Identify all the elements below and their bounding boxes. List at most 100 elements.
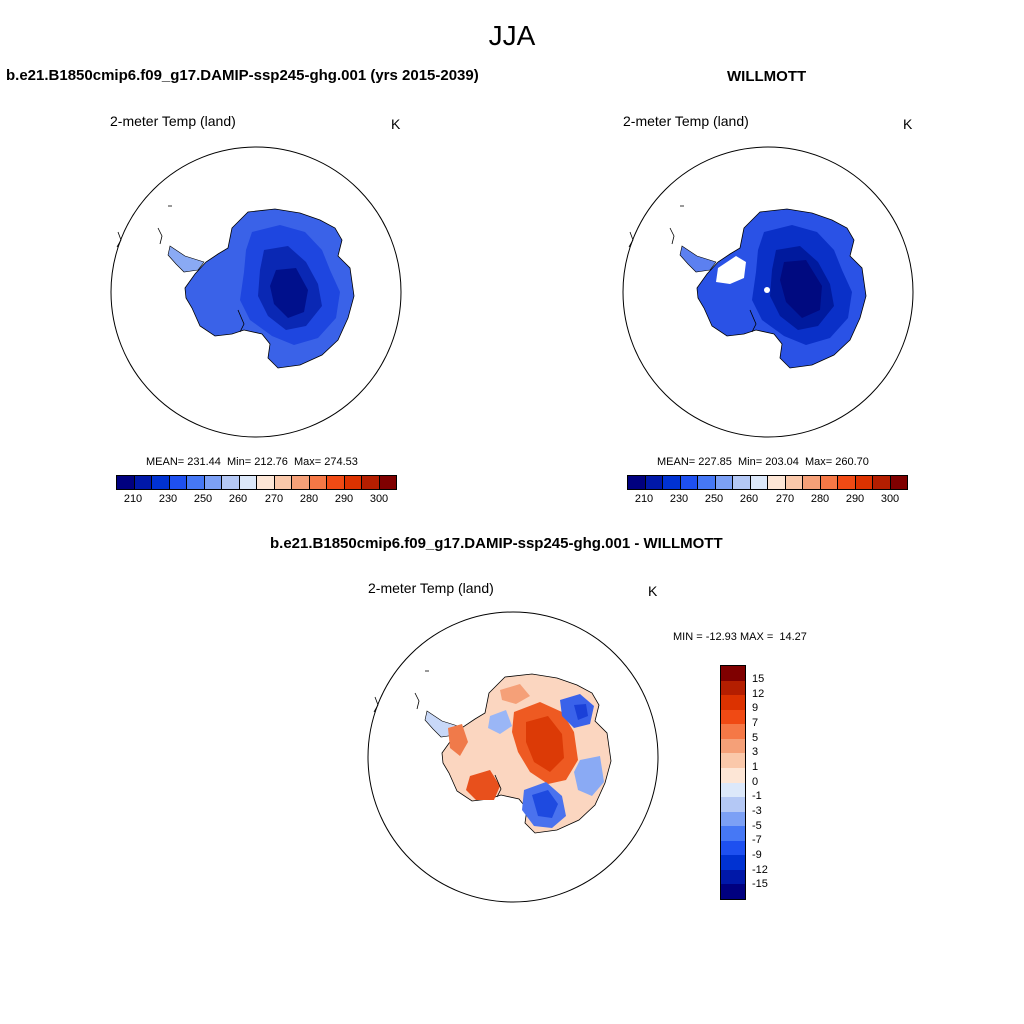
colorbar-swatch	[820, 476, 838, 489]
right-antarctica-field	[679, 208, 867, 369]
left-panel-title: b.e21.B1850cmip6.f09_g17.DAMIP-ssp245-gh…	[6, 67, 479, 84]
diff-tick-label: -12	[752, 864, 768, 876]
right-stats-text: MEAN= 227.85 Min= 203.04 Max= 260.70	[657, 456, 869, 468]
left-tick-label: 300	[369, 493, 389, 505]
colorbar-swatch	[768, 476, 786, 489]
left-stats-text: MEAN= 231.44 Min= 212.76 Max= 274.53	[146, 456, 358, 468]
colorbar-swatch	[379, 476, 396, 489]
right-colorbar	[627, 475, 908, 490]
colorbar-swatch	[721, 680, 745, 696]
colorbar-swatch	[327, 476, 345, 489]
diff-minmax-text: MIN = -12.93 MAX = 14.27	[673, 631, 807, 643]
colorbar-swatch	[721, 811, 745, 827]
diff-tick-label: -9	[752, 849, 762, 861]
left-coastline-islands	[116, 205, 245, 333]
colorbar-swatch	[873, 476, 891, 489]
colorbar-swatch	[239, 476, 257, 489]
colorbar-swatch	[362, 476, 380, 489]
colorbar-swatch	[309, 476, 327, 489]
colorbar-swatch	[257, 476, 275, 489]
diff-tick-label: 7	[752, 717, 759, 729]
diff-unit-label: K	[648, 583, 658, 599]
colorbar-swatch	[733, 476, 751, 489]
left-variable-label: 2-meter Temp (land)	[110, 113, 236, 129]
colorbar-swatch	[134, 476, 152, 489]
colorbar-swatch	[721, 884, 745, 899]
colorbar-swatch	[645, 476, 663, 489]
right-panel-title: WILLMOTT	[727, 68, 807, 85]
colorbar-swatch	[663, 476, 681, 489]
colorbar-swatch	[152, 476, 170, 489]
diff-tick-label: -15	[752, 878, 768, 890]
left-colorbar	[116, 475, 397, 490]
right-tick-label: 280	[810, 493, 830, 505]
right-tick-label: 210	[634, 493, 654, 505]
left-colorbar-ticks: 210 230 250 260 270 280 290 300	[116, 493, 397, 509]
right-tick-label: 260	[739, 493, 759, 505]
figure-title: JJA	[488, 20, 536, 51]
diff-colorbar-ticks: 15 12 9 7 5 3 1 0 -1 -3 -5 -7 -9 -12 -15	[752, 665, 792, 900]
left-tick-label: 230	[158, 493, 178, 505]
colorbar-swatch	[344, 476, 362, 489]
left-tick-label: 290	[334, 493, 354, 505]
colorbar-swatch	[117, 476, 135, 489]
colorbar-swatch	[721, 855, 745, 870]
right-map-boundary	[622, 146, 914, 438]
colorbar-swatch	[721, 797, 745, 812]
diff-tick-label: 9	[752, 702, 759, 714]
colorbar-swatch	[721, 666, 745, 681]
colorbar-swatch	[292, 476, 310, 489]
left-tick-label: 260	[228, 493, 248, 505]
diff-tick-label: -5	[752, 820, 762, 832]
colorbar-swatch	[721, 753, 745, 768]
right-tick-label: 300	[880, 493, 900, 505]
right-variable-label: 2-meter Temp (land)	[623, 113, 749, 129]
diff-variable-label: 2-meter Temp (land)	[368, 580, 494, 596]
right-coastline-islands	[628, 205, 757, 333]
diff-panel-title: b.e21.B1850cmip6.f09_g17.DAMIP-ssp245-gh…	[270, 535, 723, 552]
diff-antarctica-field	[424, 673, 612, 834]
right-tick-label: 250	[704, 493, 724, 505]
colorbar-swatch	[721, 869, 745, 885]
left-tick-label: 270	[264, 493, 284, 505]
colorbar-swatch	[169, 476, 187, 489]
diff-tick-label: 3	[752, 746, 759, 758]
colorbar-swatch	[721, 695, 745, 710]
colorbar-swatch	[838, 476, 856, 489]
colorbar-swatch	[715, 476, 733, 489]
colorbar-swatch	[204, 476, 222, 489]
diff-tick-label: 0	[752, 776, 759, 788]
left-tick-label: 210	[123, 493, 143, 505]
colorbar-swatch	[855, 476, 873, 489]
left-map-boundary	[110, 146, 402, 438]
right-colorbar-ticks: 210 230 250 260 270 280 290 300	[627, 493, 908, 509]
diff-tick-label: 15	[752, 673, 765, 685]
colorbar-swatch	[222, 476, 240, 489]
right-tick-label: 290	[845, 493, 865, 505]
diff-colorbar	[720, 665, 746, 900]
colorbar-swatch	[274, 476, 292, 489]
left-antarctica-field	[167, 208, 355, 369]
colorbar-swatch	[890, 476, 907, 489]
diff-tick-label: -1	[752, 790, 762, 802]
colorbar-swatch	[721, 840, 745, 856]
diff-tick-label: 5	[752, 732, 759, 744]
colorbar-swatch	[721, 767, 745, 783]
colorbar-swatch	[698, 476, 716, 489]
colorbar-swatch	[721, 738, 745, 754]
diff-coastline-islands	[373, 670, 502, 798]
right-tick-label: 270	[775, 493, 795, 505]
colorbar-swatch	[680, 476, 698, 489]
diff-map-boundary	[367, 611, 659, 903]
colorbar-swatch	[721, 826, 745, 841]
colorbar-swatch	[721, 709, 745, 725]
diff-tick-label: -7	[752, 834, 762, 846]
diff-tick-label: -3	[752, 805, 762, 817]
colorbar-swatch	[721, 782, 745, 798]
colorbar-swatch	[721, 724, 745, 739]
colorbar-swatch	[750, 476, 768, 489]
colorbar-swatch	[803, 476, 821, 489]
right-tick-label: 230	[669, 493, 689, 505]
